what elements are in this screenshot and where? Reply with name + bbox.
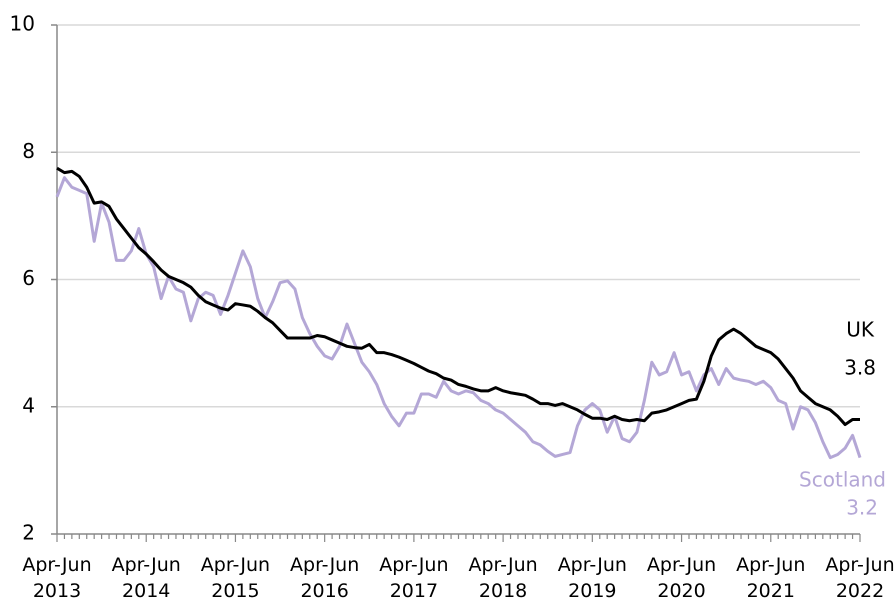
y-tick-label: 4 bbox=[22, 393, 35, 417]
x-tick-label: Apr-Jun 2022 bbox=[825, 554, 895, 602]
series-label: UK bbox=[846, 318, 875, 342]
end-value-label: 3.8 bbox=[844, 356, 876, 380]
series-line bbox=[56, 166, 860, 427]
y-tick-label: 10 bbox=[10, 12, 35, 36]
x-tick-label: Apr-Jun 2014 bbox=[111, 554, 181, 602]
x-tick-label: Apr-Jun 2015 bbox=[200, 554, 271, 602]
y-tick-label: 2 bbox=[22, 521, 35, 545]
x-tick-label: Apr-Jun 2016 bbox=[290, 554, 360, 602]
y-tick-label: 8 bbox=[22, 139, 35, 163]
x-tick-label: Apr-Jun 2021 bbox=[736, 554, 806, 602]
x-tick-label: Apr-Jun 2013 bbox=[22, 554, 92, 602]
x-tick-label: Apr-Jun 2020 bbox=[646, 554, 717, 602]
end-value-label: 3.2 bbox=[846, 496, 878, 520]
y-tick-label: 6 bbox=[22, 266, 35, 290]
x-tick-label: Apr-Jun 2019 bbox=[557, 554, 627, 602]
series-line bbox=[55, 176, 862, 460]
x-tick-label: Apr-Jun 2017 bbox=[379, 554, 449, 602]
series-label: Scotland bbox=[799, 468, 886, 492]
x-tick-label: Apr-Jun 2018 bbox=[468, 554, 538, 602]
